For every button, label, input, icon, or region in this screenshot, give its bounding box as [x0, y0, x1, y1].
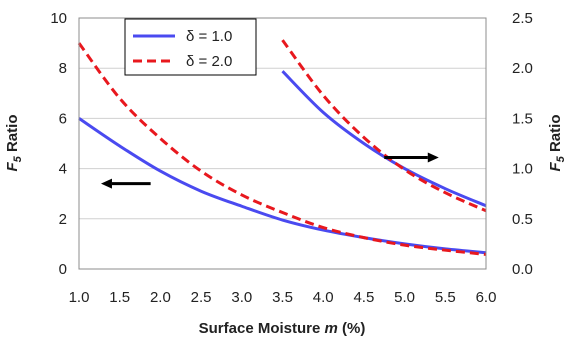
legend-label-series-2: δ = 2.0 [186, 53, 232, 70]
x-tick-label: 1.5 [109, 289, 130, 306]
series-line-2-left-axis [77, 42, 487, 256]
series-line-4-right-axis [281, 39, 487, 213]
x-axis-title: Surface Moisture m (%) [199, 320, 366, 337]
x-tick-label: 6.0 [476, 289, 497, 306]
axis-arrow-head-right [427, 152, 439, 163]
x-tick-label: 3.0 [231, 289, 252, 306]
y-right-tick-label: 0.0 [512, 261, 533, 278]
y-left-tick-label: 10 [50, 10, 67, 27]
y-right-tick-label: 2.5 [512, 10, 533, 27]
tick-labels: 0 2 4 6 8 10 0.0 0.5 1.0 1.5 2.0 2.5 1.0 1.5 2.0 2.5 3.0… [50, 10, 533, 306]
x-tick-label: 2.0 [150, 289, 171, 306]
legend-box [124, 18, 257, 76]
y-left-tick-label: 2 [59, 211, 67, 228]
axis-arrows [100, 152, 439, 189]
plot-area-frame [78, 17, 487, 270]
axis-arrow-head-left [100, 178, 112, 189]
y-left-tick-label: 4 [59, 161, 67, 178]
y-axis-left-title: F5 Ratio [4, 115, 24, 172]
y-left-tick-label: 6 [59, 110, 67, 127]
y-right-tick-label: 1.5 [512, 110, 533, 127]
series-line-3-right-axis [281, 70, 487, 208]
x-tick-label: 2.5 [191, 289, 212, 306]
x-tick-label: 1.0 [69, 289, 90, 306]
legend: δ = 1.0 δ = 2.0 [124, 18, 257, 76]
gridlines [79, 67, 486, 220]
y-axis-right-title: F5 Ratio [547, 115, 567, 172]
y-left-tick-label: 0 [59, 261, 67, 278]
legend-label-series-1: δ = 1.0 [186, 28, 232, 45]
x-tick-label: 4.5 [353, 289, 374, 306]
y-left-tick-label: 8 [59, 60, 67, 77]
x-tick-label: 5.5 [435, 289, 456, 306]
y-right-tick-label: 1.0 [512, 161, 533, 178]
y-right-tick-label: 0.5 [512, 211, 533, 228]
x-tick-label: 4.0 [313, 289, 334, 306]
x-tick-label: 3.5 [272, 289, 293, 306]
y-right-tick-label: 2.0 [512, 60, 533, 77]
x-tick-label: 5.0 [394, 289, 415, 306]
series-line-1-left-axis [78, 117, 487, 255]
